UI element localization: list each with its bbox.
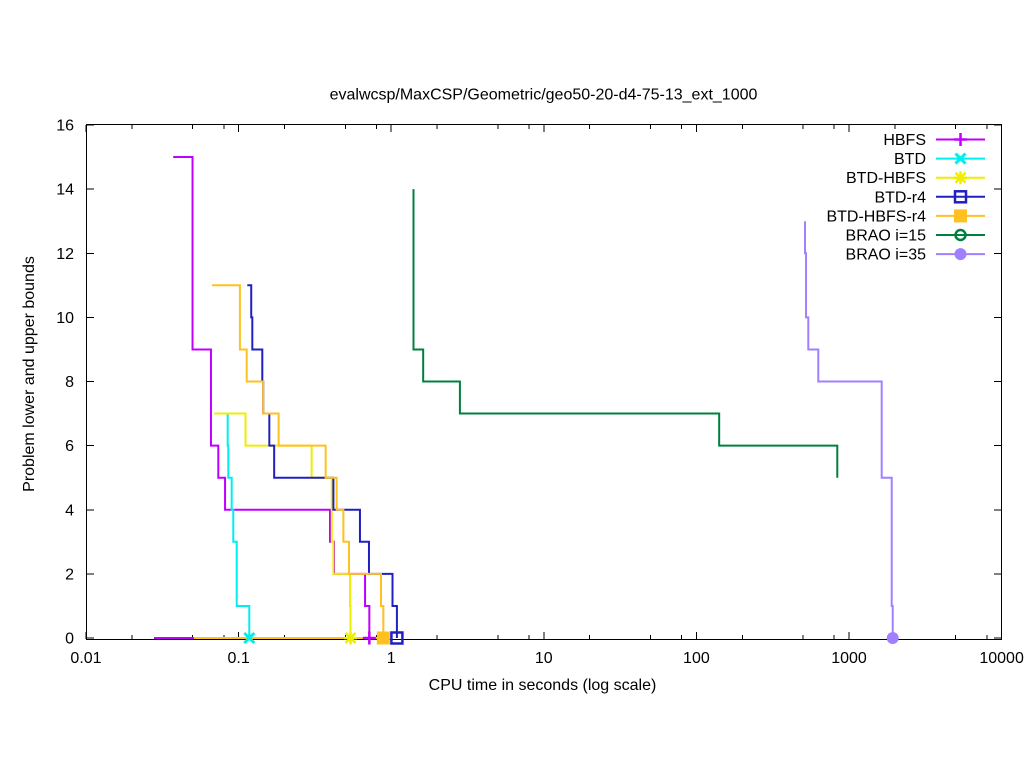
- legend-cross-marker-icon: [954, 152, 967, 165]
- x-tick-label: 10000: [979, 650, 1024, 667]
- legend-label: BTD: [894, 151, 926, 168]
- legend-label: BRAO i=35: [846, 247, 927, 264]
- legend-label: BTD-HBFS-r4: [826, 208, 926, 225]
- legend-label: BRAO i=15: [846, 228, 927, 245]
- legend-entry: BRAO i=15: [846, 228, 985, 245]
- series-end-markers: [243, 631, 899, 645]
- series-btd-upper-bound-line: [226, 413, 251, 638]
- legend-entry: BTD-HBFS-r4: [826, 208, 985, 225]
- series-btd-hbfs-upper-bound-line: [214, 412, 352, 638]
- y-tick-label: 6: [65, 438, 74, 455]
- y-tick-label: 10: [56, 310, 74, 327]
- y-tick-label: 12: [56, 246, 74, 263]
- legend-square-open-marker-icon: [953, 190, 968, 204]
- legend-circle-filled-marker-icon: [954, 248, 967, 261]
- legend-square-filled-marker-icon: [954, 209, 967, 223]
- series-btd-hbfs-r4-upper-bound-line: [212, 284, 385, 638]
- x-tick-label: 0.1: [227, 650, 249, 667]
- legend-asterisk-marker-icon: [954, 171, 967, 185]
- y-tick-label: 14: [56, 182, 74, 199]
- series-hbfs-upper-bound-line: [173, 156, 371, 638]
- chart-title: evalwcsp/MaxCSP/Geometric/geo50-20-d4-75…: [330, 87, 758, 104]
- legend-label: BTD-HBFS: [846, 170, 926, 187]
- legend-entry: BTD: [894, 151, 985, 168]
- y-tick-label: 2: [65, 566, 74, 583]
- legend-entry: BTD-r4: [874, 189, 985, 206]
- legend-label: HBFS: [883, 132, 926, 149]
- series-btd-r4-end-marker: [390, 631, 404, 645]
- legend-entry: HBFS: [883, 132, 985, 149]
- legend-entry: BRAO i=35: [846, 247, 985, 264]
- legend-label: BTD-r4: [874, 189, 926, 206]
- y-tick-label: 8: [65, 374, 74, 391]
- series-brao-i-35-upper-bound-line: [804, 221, 894, 638]
- series-btd-end-marker: [243, 631, 256, 645]
- y-tick-label: 4: [65, 502, 74, 519]
- x-tick-label: 0.01: [70, 650, 101, 667]
- legend-plus-marker-icon: [954, 133, 967, 146]
- series-btd-hbfs-end-marker: [343, 631, 357, 645]
- tick-labels: 0.01 0.1 1 10 100 1000 10000 0 2 4 6 8 10 12 14 16: [56, 118, 1024, 668]
- series-hbfs-end-marker: [362, 631, 376, 645]
- y-tick-label: 0: [65, 631, 74, 648]
- series-btd-hbfs-r4-end-marker: [376, 631, 390, 645]
- x-tick-label: 1000: [831, 650, 867, 667]
- x-tick-label: 100: [683, 650, 710, 667]
- series-brao-i-35-end-marker: [886, 632, 899, 644]
- series-brao-i-15-upper-bound-line: [412, 189, 839, 478]
- x-axis-label: CPU time in seconds (log scale): [429, 677, 657, 694]
- x-tick-label: 1: [387, 650, 396, 667]
- legend-entry: BTD-HBFS: [846, 170, 985, 187]
- plot-border: [86, 124, 1002, 640]
- legend: HBFS BTD BTD-HBFS BTD-r4 BTD-HBFS-r4 BRAO i=1…: [826, 132, 985, 264]
- y-tick-label: 16: [56, 118, 74, 135]
- legend-circle-open-marker-icon: [954, 228, 967, 242]
- x-tick-label: 10: [535, 650, 553, 667]
- y-axis-label: Problem lower and upper bounds: [21, 256, 38, 492]
